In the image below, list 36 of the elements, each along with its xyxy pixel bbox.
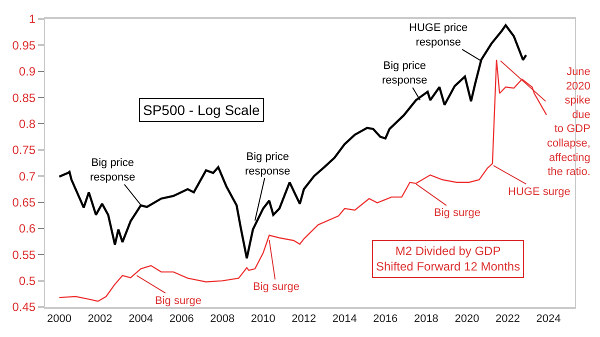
y-tick-label: 0.55 [12,248,36,262]
y-tick-label: 0.75 [12,143,36,158]
x-tick-label: 2012 [292,313,316,326]
annotation: Big price response [90,157,136,184]
x-tick-label: 2000 [47,313,72,326]
y-tick-label: 0.6 [18,222,36,236]
y-tick-label: 0.8 [18,116,36,131]
y-tick-label: 0.65 [12,195,36,210]
x-tick-label: 2014 [332,313,357,326]
x-tick-label: 2024 [536,313,561,326]
annotation: Big price response [382,60,428,86]
x-tick-label: 2020 [454,313,480,326]
annotation: HUGE price response [409,22,468,48]
y-tick-label: 0.95 [12,38,36,52]
x-tick-label: 2002 [88,313,112,326]
y-tick-label: 0.9 [18,64,36,79]
x-tick-label: 2006 [169,313,194,326]
y-tick-label: 0.7 [18,169,36,184]
annotation: Big surge [253,281,300,293]
x-tick-label: 2018 [414,313,438,326]
x-tick-label: 2008 [210,313,235,326]
y-tick-label: 0.5 [18,274,36,288]
x-tick-label: 2010 [250,313,276,326]
annotation: M2 Divided by GDP Shifted Forward 12 Months [376,244,520,274]
x-tick-label: 2004 [128,313,154,326]
annotation: SP500 - Log Scale [143,102,260,118]
x-tick-label: 2022 [495,313,520,326]
x-tick-label: 2016 [373,313,398,326]
y-tick-label: 0.85 [12,90,36,105]
annotation: Big price response [245,151,290,178]
annotation: HUGE surge [508,186,570,198]
annotation: June 2020 spike due to GDP collapse, affecting the ratio. [547,66,590,178]
y-tick-label: 0.45 [12,300,36,314]
y-tick-label: 1 [28,12,36,26]
annotation: Big surge [434,207,480,219]
annotation: Big surge [155,295,202,307]
